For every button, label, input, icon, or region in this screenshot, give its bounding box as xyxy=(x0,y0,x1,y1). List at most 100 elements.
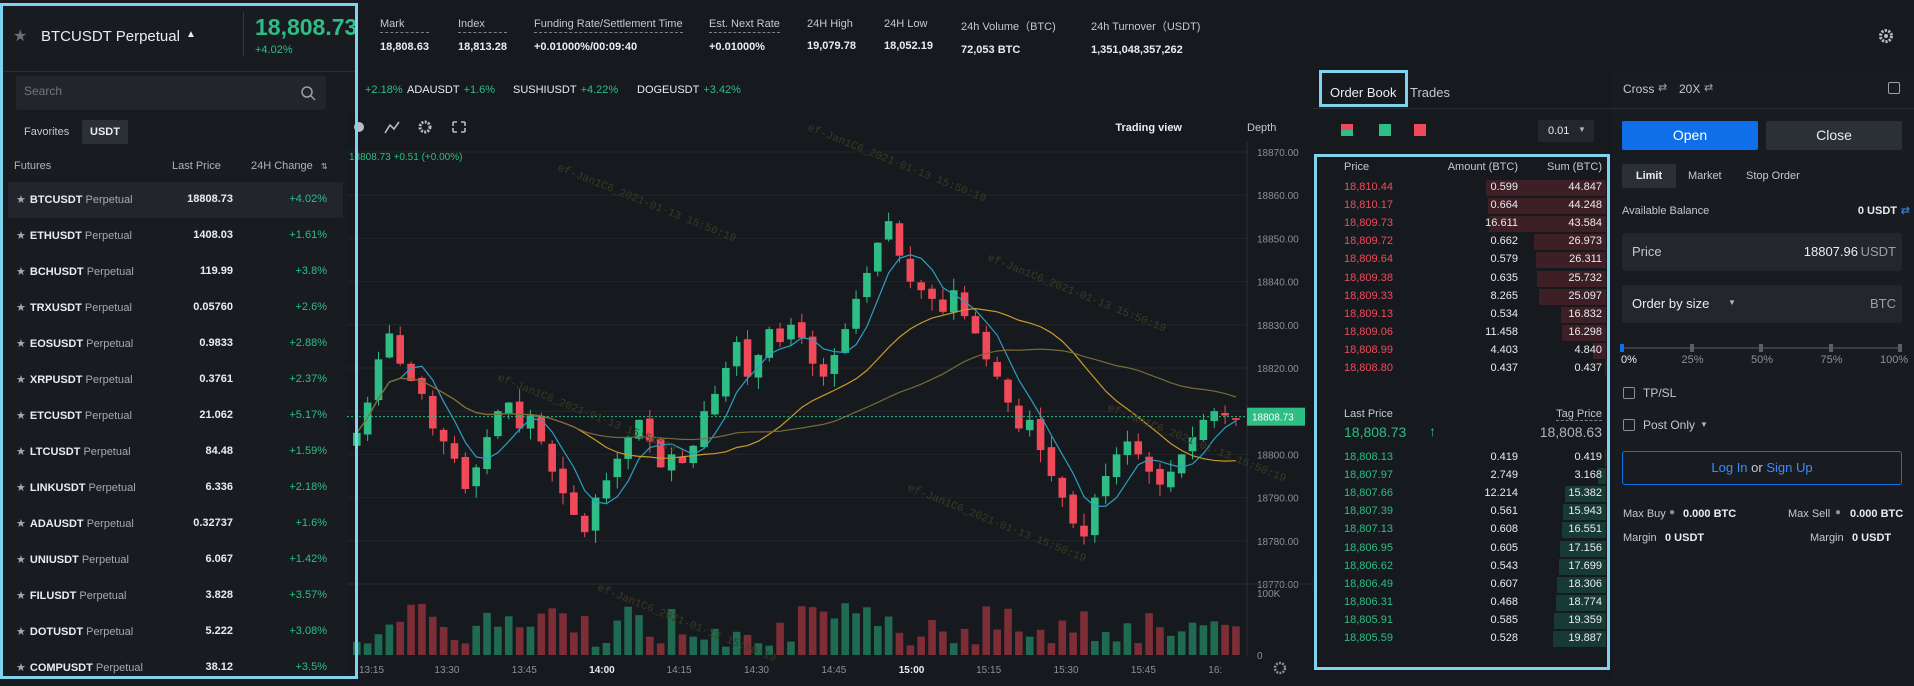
ask-row[interactable]: 18,809.33 8.265 25.097 xyxy=(1330,288,1612,306)
info-icon[interactable]: ● xyxy=(1835,507,1842,518)
trading-view-toggle[interactable]: Trading view xyxy=(1115,122,1182,134)
chart-area[interactable]: Trading view Depth 18808.73 +0.51 (+0.00%)… xyxy=(347,110,1313,681)
star-icon[interactable]: ★ xyxy=(16,266,26,278)
price-input[interactable]: 18807.96 xyxy=(1803,244,1858,259)
ticker-item[interactable]: SUSHIUSDT +4.22% xyxy=(513,84,618,96)
market-row[interactable]: ★ FILUSDT Perpetual 3.828 +3.57% xyxy=(8,578,343,614)
star-icon[interactable]: ★ xyxy=(16,194,26,206)
ask-row[interactable]: 18,809.72 0.662 26.973 xyxy=(1330,233,1612,251)
post-only-checkbox[interactable] xyxy=(1623,419,1635,431)
ask-row[interactable]: 18,808.80 0.437 0.437 xyxy=(1330,360,1612,378)
bid-row[interactable]: 18,806.49 0.607 18.306 xyxy=(1330,576,1612,594)
precision-select[interactable]: 0.01 ▼ xyxy=(1538,120,1594,142)
market-row[interactable]: ★ BTCUSDT Perpetual 18808.73 +4.02% xyxy=(8,182,343,218)
market-row[interactable]: ★ BCHUSDT Perpetual 119.99 +3.8% xyxy=(8,254,343,290)
ask-row[interactable]: 18,810.44 0.599 44.847 xyxy=(1330,179,1612,197)
star-icon[interactable]: ★ xyxy=(16,626,26,638)
bid-row[interactable]: 18,805.59 0.528 19.887 xyxy=(1330,630,1612,648)
leverage-button[interactable]: 20X xyxy=(1679,82,1701,96)
star-icon[interactable]: ★ xyxy=(16,662,26,674)
ask-row[interactable]: 18,809.64 0.579 26.311 xyxy=(1330,251,1612,269)
market-row[interactable]: ★ ETCUSDT Perpetual 21.062 +5.17% xyxy=(8,398,343,434)
ask-row[interactable]: 18,809.73 16.611 43.584 xyxy=(1330,215,1612,233)
fullscreen-icon[interactable] xyxy=(452,121,466,133)
star-icon[interactable]: ★ xyxy=(16,410,26,422)
bid-row[interactable]: 18,807.66 12.214 15.382 xyxy=(1330,485,1612,503)
star-icon[interactable]: ★ xyxy=(16,230,26,242)
ask-row[interactable]: 18,808.99 4.403 4.840 xyxy=(1330,342,1612,360)
star-icon[interactable]: ★ xyxy=(16,482,26,494)
search-icon[interactable] xyxy=(300,85,316,101)
star-icon[interactable]: ★ xyxy=(16,446,26,458)
info-icon[interactable]: ● xyxy=(1669,507,1676,518)
sort-icon[interactable]: ⇅ xyxy=(321,162,328,171)
tab-order-book[interactable]: Order Book xyxy=(1330,85,1397,100)
market-row[interactable]: ★ XRPUSDT Perpetual 0.3761 +2.37% xyxy=(8,362,343,398)
market-row[interactable]: ★ DOTUSDT Perpetual 5.222 +3.08% xyxy=(8,614,343,650)
ask-row[interactable]: 18,809.06 11.458 16.298 xyxy=(1330,324,1612,342)
line-chart-icon[interactable] xyxy=(384,121,400,134)
ask-row[interactable]: 18,809.13 0.534 16.832 xyxy=(1330,306,1612,324)
ask-row[interactable]: 18,809.38 0.635 25.732 xyxy=(1330,270,1612,288)
slider-mark[interactable] xyxy=(1620,344,1624,352)
star-icon[interactable]: ★ xyxy=(13,28,28,45)
header-last-price[interactable]: Last Price xyxy=(172,160,221,172)
price-field[interactable]: Price 18807.96 USDT xyxy=(1622,233,1902,271)
market-row[interactable]: ★ ETHUSDT Perpetual 1408.03 +1.61% xyxy=(8,218,343,254)
chevron-down-icon[interactable]: ▼ xyxy=(1728,298,1736,307)
star-icon[interactable]: ★ xyxy=(16,338,26,350)
view-bids-icon[interactable] xyxy=(1379,124,1391,136)
search-box[interactable] xyxy=(16,76,326,110)
bid-row[interactable]: 18,807.13 0.608 16.551 xyxy=(1330,521,1612,539)
slider-mark[interactable] xyxy=(1828,344,1833,352)
bid-row[interactable]: 18,806.95 0.605 17.156 xyxy=(1330,540,1612,558)
market-row[interactable]: ★ UNIUSDT Perpetual 6.067 +1.42% xyxy=(8,542,343,578)
size-type-select[interactable]: Order by size xyxy=(1632,296,1710,311)
header-24h-change[interactable]: 24H Change xyxy=(251,160,313,172)
swap-icon[interactable]: ⇄ xyxy=(1658,82,1668,94)
ticker-item[interactable]: DOGEUSDT +3.42% xyxy=(637,84,741,96)
star-icon[interactable]: ★ xyxy=(16,374,26,386)
star-icon[interactable]: ★ xyxy=(16,590,26,602)
transfer-icon[interactable]: ⇄ xyxy=(1900,205,1910,217)
caret-up-icon[interactable]: ▲ xyxy=(186,29,196,40)
chevron-down-icon[interactable]: ▼ xyxy=(1700,420,1708,429)
bid-row[interactable]: 18,808.13 0.419 0.419 xyxy=(1330,449,1612,467)
tpsl-checkbox[interactable] xyxy=(1623,387,1635,399)
indicator-icon[interactable] xyxy=(354,122,364,132)
market-row[interactable]: ★ TRXUSDT Perpetual 0.05760 +2.6% xyxy=(8,290,343,326)
market-row[interactable]: ★ EOSUSDT Perpetual 0.9833 +2.88% xyxy=(8,326,343,362)
tab-usdt[interactable]: USDT xyxy=(82,120,128,144)
depth-toggle[interactable]: Depth xyxy=(1247,122,1276,134)
chart-settings-icon[interactable] xyxy=(418,120,432,134)
post-only-label[interactable]: Post Only xyxy=(1643,418,1696,432)
order-type-limit[interactable]: Limit xyxy=(1622,164,1676,188)
axis-settings-icon[interactable] xyxy=(1273,661,1287,675)
order-type-stop[interactable]: Stop Order xyxy=(1746,170,1800,182)
market-row[interactable]: ★ LINKUSDT Perpetual 6.336 +2.18% xyxy=(8,470,343,506)
view-both-icon[interactable] xyxy=(1341,124,1353,136)
tab-trades[interactable]: Trades xyxy=(1410,85,1450,100)
star-icon[interactable]: ★ xyxy=(16,518,26,530)
bid-row[interactable]: 18,807.39 0.561 15.943 xyxy=(1330,503,1612,521)
open-button[interactable]: Open xyxy=(1622,121,1758,150)
size-field[interactable]: Order by size ▼ BTC xyxy=(1622,285,1902,323)
search-input[interactable] xyxy=(24,84,284,98)
market-row[interactable]: ★ LTCUSDT Perpetual 84.48 +1.59% xyxy=(8,434,343,470)
price-chart[interactable]: Trading view Depth 18808.73 +0.51 (+0.00%)… xyxy=(347,110,1313,681)
slider-mark[interactable] xyxy=(1898,344,1902,352)
margin-mode-button[interactable]: Cross xyxy=(1623,82,1655,96)
market-row[interactable]: ★ COMPUSDT Perpetual 38.12 +3.5% xyxy=(8,650,343,686)
slider-mark[interactable] xyxy=(1689,344,1694,352)
slider-mark[interactable] xyxy=(1759,344,1763,352)
symbol-name[interactable]: BTCUSDT Perpetual xyxy=(41,28,180,45)
bid-row[interactable]: 18,806.31 0.468 18.774 xyxy=(1330,594,1612,612)
bid-row[interactable]: 18,806.62 0.543 17.699 xyxy=(1330,558,1612,576)
bid-row[interactable]: 18,805.91 0.585 19.359 xyxy=(1330,612,1612,630)
view-asks-icon[interactable] xyxy=(1414,124,1426,136)
settings-gear-icon[interactable] xyxy=(1878,28,1894,44)
bid-row[interactable]: 18,807.97 2.749 3.168 xyxy=(1330,467,1612,485)
ticker-item[interactable]: +2.18% xyxy=(361,84,403,96)
ask-row[interactable]: 18,810.17 0.664 44.248 xyxy=(1330,197,1612,215)
ticker-item[interactable]: ADAUSDT +1.6% xyxy=(407,84,495,96)
